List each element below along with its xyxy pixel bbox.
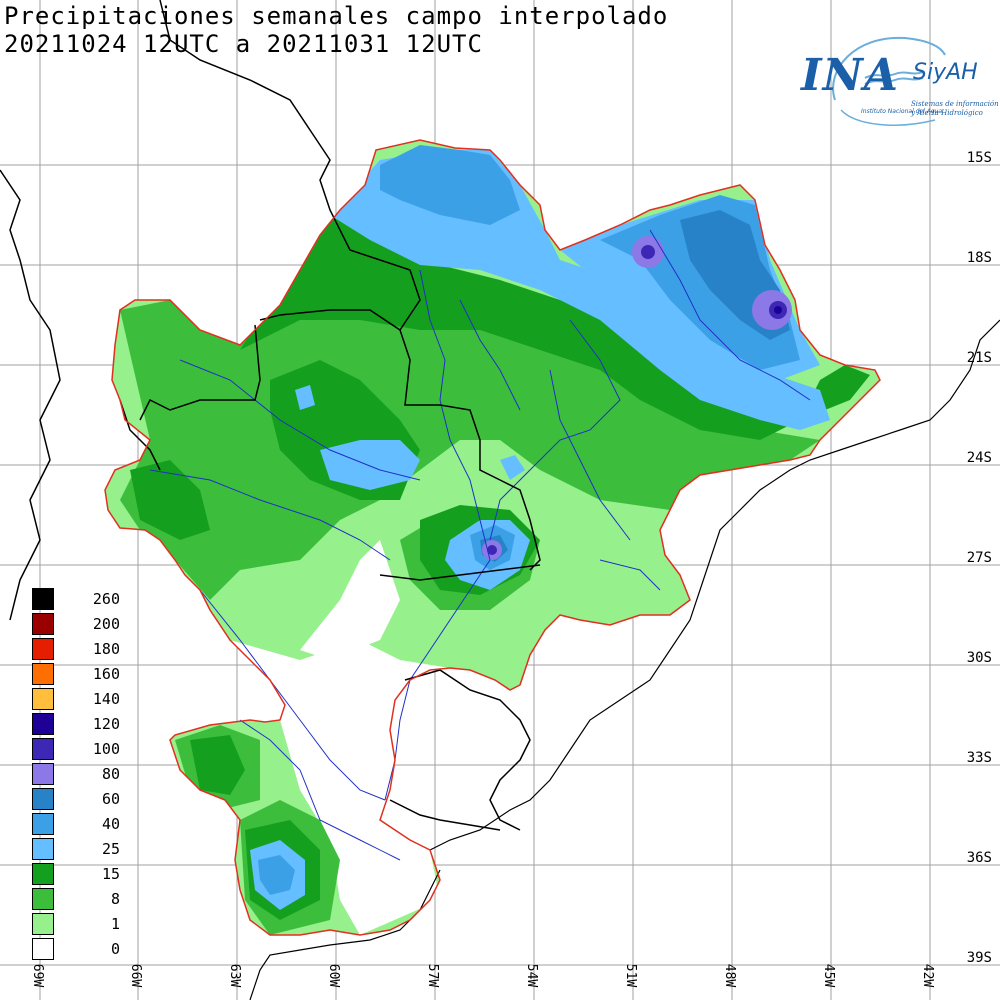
legend-item: 8 [32,886,120,911]
legend-label: 140 [92,689,120,708]
longitude-label: 45W [821,963,837,988]
longitude-label: 51W [623,963,639,988]
map-date-range: 20211024 12UTC a 20211031 12UTC [4,30,483,58]
legend-item: 25 [32,836,120,861]
legend-swatch [32,587,54,610]
longitude-label: 63W [227,963,243,988]
legend-label: 25 [101,839,120,858]
legend-swatch [32,887,54,910]
legend-item: 15 [32,861,120,886]
legend-swatch [32,712,54,735]
legend-item: 120 [32,711,120,736]
legend-item: 200 [32,611,120,636]
logo-system-line1: Sistemas de información [911,100,999,108]
legend-item: 80 [32,761,120,786]
legend-label: 120 [92,714,120,733]
legend-item: 40 [32,811,120,836]
legend-label: 260 [92,589,120,608]
legend-swatch [32,787,54,810]
ina-siyah-logo: INA SiyAH Instituto Nacional del Agua Si… [795,30,999,130]
longitude-label: 42W [920,963,936,988]
legend-item: 1 [32,911,120,936]
legend-swatch [32,912,54,935]
legend-label: 60 [101,789,120,808]
legend-swatch [32,687,54,710]
legend-item: 60 [32,786,120,811]
latitude-label: 39S [966,950,992,966]
legend-label: 180 [92,639,120,658]
legend-label: 1 [110,914,120,933]
longitude-label: 54W [524,963,540,988]
logo-institution: Instituto Nacional del Agua [861,108,943,115]
latitude-label: 30S [966,650,992,666]
legend-item: 180 [32,636,120,661]
logo-swoosh-icon [832,36,946,126]
legend-swatch [32,612,54,635]
logo-ina-text: INA [801,50,899,101]
longitude-label: 60W [326,963,342,988]
longitude-label: 69W [30,963,46,988]
legend-label: 40 [101,814,120,833]
latitude-label: 27S [966,550,992,566]
latitude-label: 36S [966,850,992,866]
map-title: Precipitaciones semanales campo interpol… [4,2,669,30]
legend-item: 100 [32,736,120,761]
legend-item: 260 [32,586,120,611]
latitude-label: 21S [966,350,992,366]
longitude-label: 66W [128,963,144,988]
legend-swatch [32,812,54,835]
legend-item: 160 [32,661,120,686]
legend-item: 140 [32,686,120,711]
legend-label: 160 [92,664,120,683]
legend-swatch [32,662,54,685]
logo-siyah-text: SiyAH [913,60,978,85]
legend-swatch [32,862,54,885]
basin-outline [104,139,881,936]
legend-label: 0 [110,939,120,958]
legend-swatch [32,737,54,760]
latitude-label: 24S [966,450,992,466]
legend-item: 0 [32,936,120,961]
legend-swatch [32,637,54,660]
latitude-label: 15S [966,150,992,166]
legend-swatch [32,837,54,860]
longitude-label: 57W [425,963,441,988]
legend-swatch [32,762,54,785]
longitude-label: 48W [722,963,738,988]
legend-label: 80 [101,764,120,783]
legend-label: 15 [101,864,120,883]
legend-label: 100 [92,739,120,758]
latitude-label: 18S [966,250,992,266]
legend-swatch [32,937,54,960]
legend-label: 8 [110,889,120,908]
latitude-label: 33S [966,750,992,766]
logo-system-line2: y Alerta Hidrológico [911,109,983,117]
legend-label: 200 [92,614,120,633]
